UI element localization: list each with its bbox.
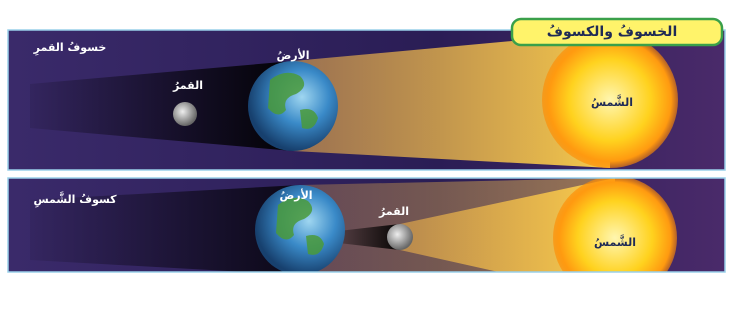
sun-label: الشَّمسُ — [594, 233, 636, 249]
title: الخسوفُ والكسوفُ — [547, 24, 678, 40]
eclipse-diagram: الخسوفُ والكسوفُ خسوفُ القمرِ الأرضُ الق… — [0, 0, 730, 307]
moon-label: القمرُ — [378, 205, 409, 218]
earth-label: الأرضُ — [279, 188, 312, 202]
sun-label: الشَّمسُ — [591, 93, 633, 109]
caption: كسوفُ الشَّمسِ — [33, 190, 117, 208]
earth-label: الأرضُ — [276, 48, 309, 62]
moon-label: القمرُ — [172, 79, 203, 92]
caption: خسوفُ القمرِ — [33, 41, 107, 56]
